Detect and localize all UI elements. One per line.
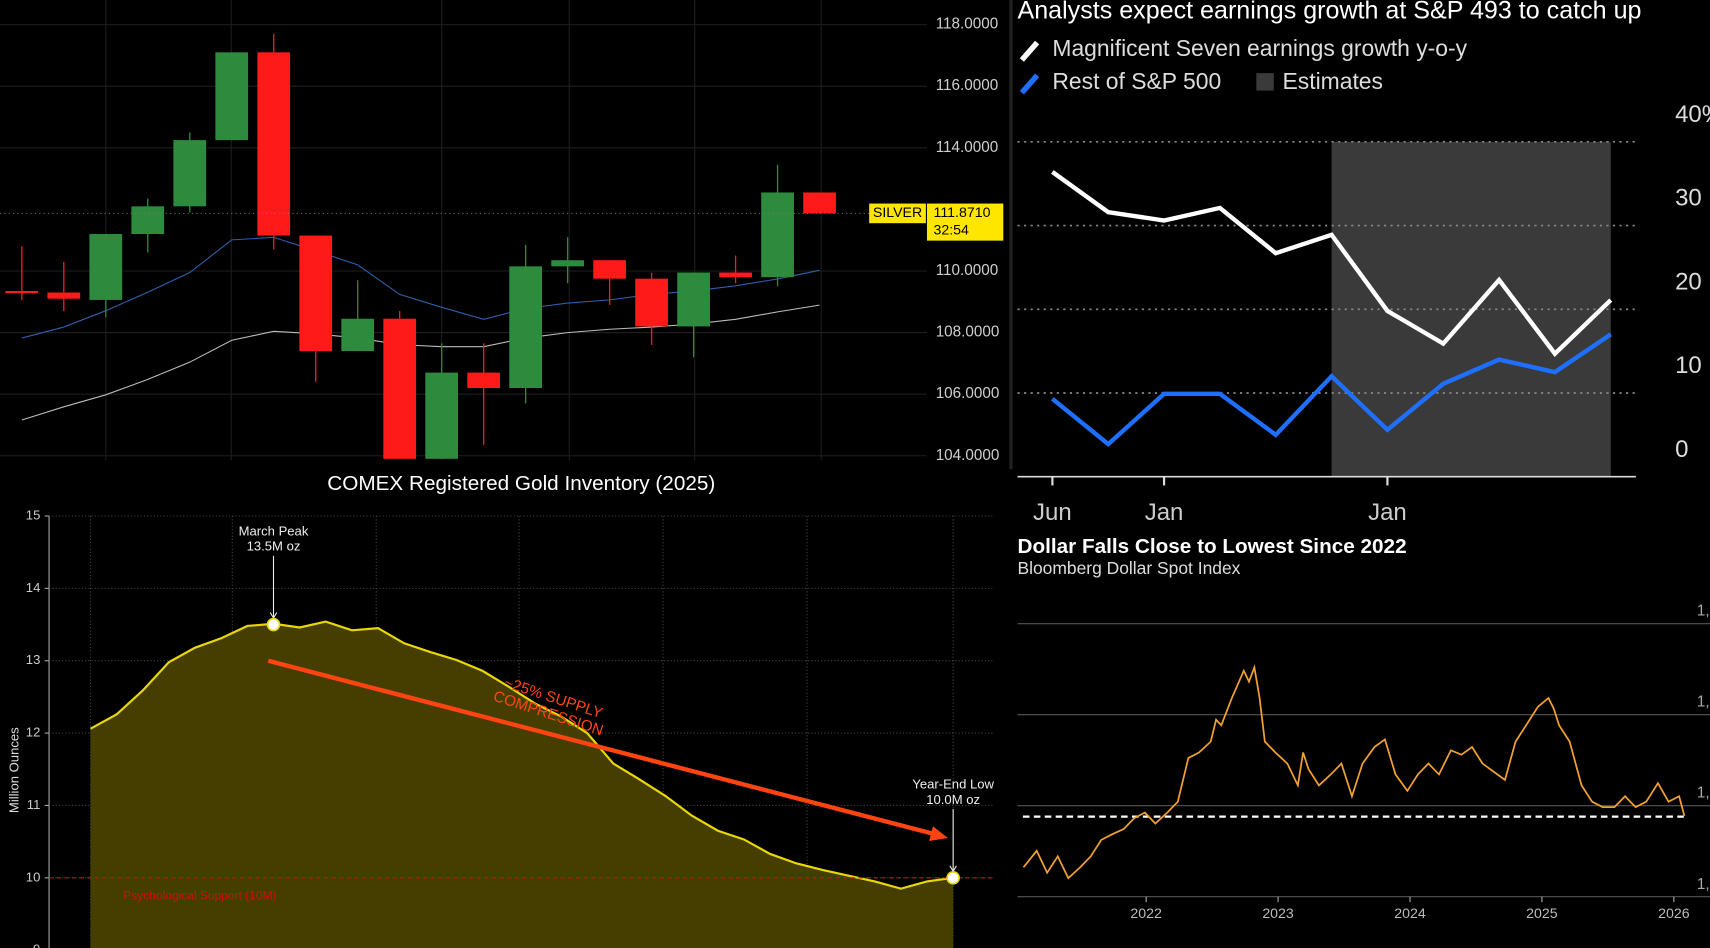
y-tick-label: 114.0000 [936, 139, 999, 156]
y-tick-label: 116.0000 [936, 77, 999, 94]
y-tick-label: 106.0000 [936, 385, 1000, 402]
candle-body [131, 206, 165, 235]
x-tick-label: 2022 [1130, 906, 1162, 922]
candle-body [299, 235, 333, 352]
chart-title: Analysts expect earnings growth at S&P 4… [1017, 0, 1641, 25]
annotation-point [266, 617, 281, 632]
reference-label: Psychological Support (10M) [123, 889, 276, 903]
y-tick-label: 30 [1675, 185, 1702, 212]
legend-label: Magnificent Seven earnings growth y-o-y [1052, 35, 1467, 61]
last-price-countdown: 32:54 [934, 223, 970, 239]
y-tick-label: 40% [1675, 101, 1710, 128]
series-line [1051, 332, 1612, 447]
candle-body [593, 260, 626, 279]
y-tick-label: 10 [1675, 352, 1702, 379]
candle-body [47, 292, 81, 299]
x-tick-label: 2023 [1262, 906, 1294, 922]
x-tick-label: 2024 [1394, 906, 1426, 922]
y-tick-label: 12 [26, 725, 41, 740]
y-tick-label: 1, [1697, 603, 1710, 620]
y-axis-label: Million Ounces [7, 727, 22, 813]
trend-arrow [267, 658, 938, 837]
candle-body [677, 272, 710, 327]
candle-body [509, 266, 543, 388]
x-tick-label: 2025 [1526, 906, 1558, 922]
area-fill [90, 621, 954, 948]
y-tick-label: 9 [33, 942, 40, 948]
y-tick-label: 118.0000 [936, 16, 999, 33]
candle-body [257, 52, 291, 236]
series-line [1022, 663, 1686, 880]
y-tick-label: 1, [1697, 785, 1710, 802]
candle-body [761, 192, 794, 278]
candle-body [635, 278, 668, 327]
chart-subtitle: Bloomberg Dollar Spot Index [1017, 558, 1240, 578]
y-tick-label: 10 [26, 869, 41, 884]
area-line [89, 620, 954, 890]
candle-body [383, 318, 417, 459]
last-price-tag [869, 203, 926, 224]
chart-title: Dollar Falls Close to Lowest Since 2022 [1017, 535, 1406, 558]
candle-body [551, 260, 584, 267]
candle-body [5, 290, 39, 294]
y-tick-label: 0 [1675, 436, 1688, 463]
candle-body [89, 234, 123, 300]
candle-body [215, 52, 249, 141]
y-tick-label: 104.0000 [936, 447, 1000, 464]
legend-label: Rest of S&P 500 [1052, 68, 1221, 94]
candle-body [173, 140, 207, 207]
x-tick-label: 2026 [1658, 906, 1690, 922]
x-tick-label: Jun [1033, 499, 1072, 526]
y-tick-label: 11 [27, 797, 41, 812]
y-tick-label: 108.0000 [936, 324, 1000, 341]
annotation-text: March Peak [239, 523, 309, 538]
y-tick-label: 20 [1675, 268, 1702, 295]
y-tick-label: 15 [26, 507, 41, 522]
y-tick-label: 1, [1697, 694, 1710, 711]
x-tick-label: Jan [1368, 499, 1407, 526]
candle-body [803, 192, 836, 214]
annotation-text: 13.5M oz [247, 539, 301, 554]
y-tick-label: 1, [1697, 876, 1710, 893]
candle-body [425, 372, 459, 459]
series-line [1051, 170, 1613, 357]
annotation-text: 10.0M oz [926, 792, 980, 807]
x-tick-label: Jan [1145, 499, 1184, 526]
legend-swatch [1019, 40, 1040, 62]
candle-body [341, 318, 375, 352]
annotation-text: Year-End Low [912, 777, 994, 792]
y-tick-label: 110.0000 [936, 262, 999, 279]
chart-title: COMEX Registered Gold Inventory (2025) [327, 472, 715, 495]
last-price-name: SILVER [873, 205, 922, 221]
annotation-point [946, 871, 960, 885]
legend-swatch [1256, 73, 1274, 91]
last-price-box [926, 203, 1004, 241]
legend-swatch [1019, 73, 1040, 95]
trend-arrowhead [929, 826, 948, 842]
y-tick-label: 13 [26, 652, 41, 667]
candle-body [467, 372, 501, 388]
y-tick-label: 14 [26, 580, 41, 595]
last-price-value: 111.8710 [934, 205, 991, 221]
candle-body [719, 272, 752, 278]
legend-label: Estimates [1283, 68, 1383, 94]
